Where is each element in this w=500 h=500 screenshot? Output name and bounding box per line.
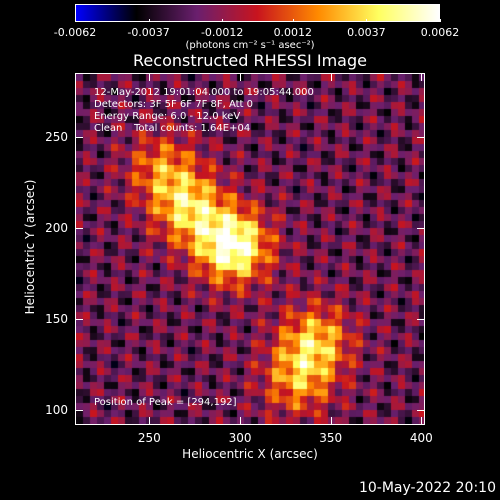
y-tick-mark <box>75 228 83 230</box>
colorbar-units: (photons cm⁻² s⁻¹ asec⁻²) <box>185 40 315 51</box>
colorbar-tick-label: -0.0037 <box>127 26 170 39</box>
x-axis-label: Heliocentric X (arcsec) <box>182 447 318 461</box>
y-tick-label: 150 <box>45 312 68 327</box>
y-tick-mark <box>417 410 425 412</box>
colorbar-tick-label: 0.0062 <box>420 26 460 39</box>
y-tick-label: 100 <box>45 403 68 418</box>
detectors-annotation: Detectors: 3F 5F 6F 7F 8F, Att 0 <box>94 99 254 110</box>
colorbar-tick <box>148 19 150 22</box>
x-tick-label: 350 <box>319 431 343 445</box>
colorbar-tick-label: -0.0012 <box>200 26 244 39</box>
heatmap-image <box>76 74 424 424</box>
colorbar <box>75 4 440 22</box>
x-tick-label: 250 <box>137 431 161 445</box>
x-tick-mark <box>240 417 242 425</box>
colorbar-tick-label: 0.0012 <box>273 26 313 39</box>
y-axis-label: Heliocentric Y (arcsec) <box>23 179 37 315</box>
y-tick-label: 200 <box>45 221 68 236</box>
colorbar-tick <box>440 19 441 22</box>
colorbar-tick <box>222 19 224 22</box>
x-tick-mark <box>240 73 242 81</box>
energy-annotation: Energy Range: 6.0 - 12.0 keV <box>94 111 241 122</box>
y-tick-mark <box>75 410 83 412</box>
counts-annotation: Total counts: 1.64E+04 <box>134 123 251 134</box>
footer-timestamp: 10-May-2022 20:10 <box>358 480 496 496</box>
colorbar-tick-label: -0.0062 <box>53 26 97 39</box>
x-tick-mark <box>421 417 423 425</box>
x-tick-label: 400 <box>409 431 433 445</box>
chart-title: Reconstructed RHESSI Image <box>133 51 367 70</box>
x-tick-mark <box>330 73 332 81</box>
colorbar-tick <box>75 19 76 22</box>
y-tick-label: 250 <box>45 129 68 144</box>
y-tick-mark <box>417 136 425 138</box>
y-tick-mark <box>417 228 425 230</box>
colorbar-tick <box>292 19 294 22</box>
colorbar-tick-label: 0.0037 <box>347 26 386 39</box>
image-plot-area: 12-May-2012 19:01:04.000 to 19:05:44.000… <box>75 73 425 425</box>
colorbar-tick <box>366 19 368 22</box>
peak-position-annotation: Position of Peak = [294,192] <box>94 397 237 408</box>
time-range-annotation: 12-May-2012 19:01:04.000 to 19:05:44.000 <box>94 87 314 98</box>
y-tick-mark <box>75 319 83 321</box>
x-tick-mark <box>149 417 151 425</box>
x-tick-mark <box>149 73 151 81</box>
algorithm-annotation: Clean <box>94 123 123 134</box>
x-tick-mark <box>330 417 332 425</box>
x-tick-mark <box>421 73 423 81</box>
y-tick-mark <box>417 319 425 321</box>
x-tick-label: 300 <box>228 431 252 445</box>
y-tick-mark <box>75 136 83 138</box>
